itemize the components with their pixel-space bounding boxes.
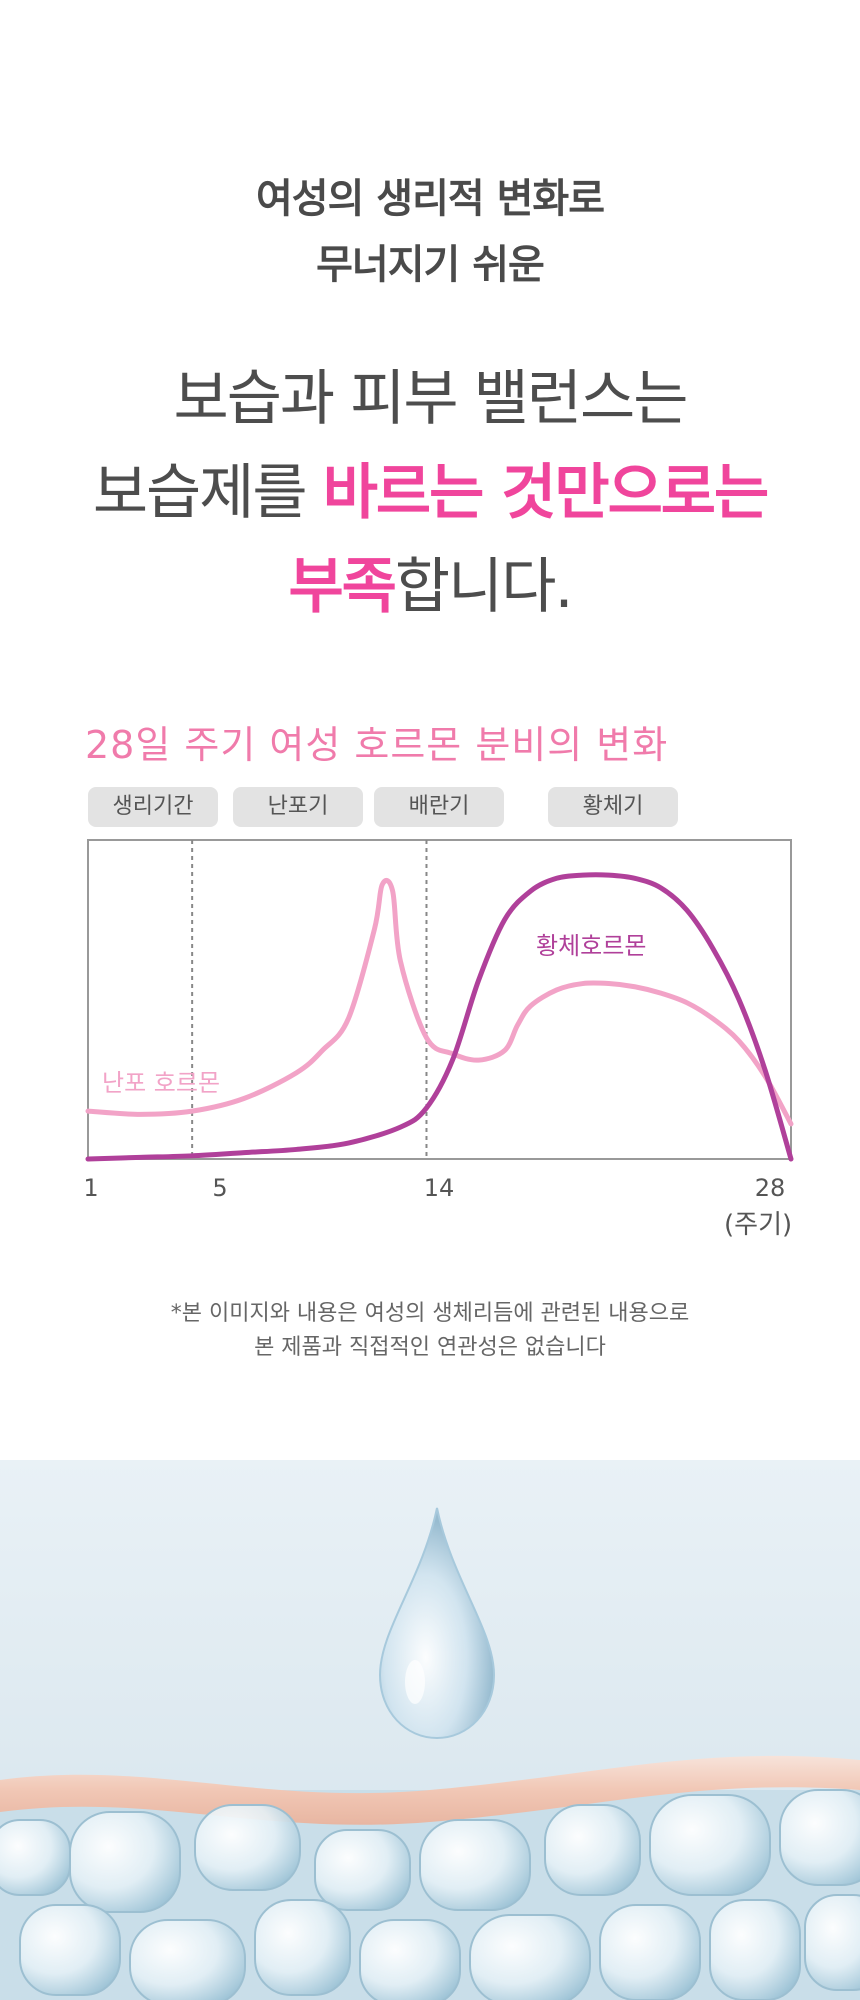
x-tick-1: 1 bbox=[83, 1174, 99, 1202]
phase-label-ovulation: 배란기 bbox=[374, 787, 504, 827]
water-drop-icon bbox=[378, 1507, 496, 1740]
plot-frame bbox=[87, 839, 792, 1160]
chart-title: 28일 주기 여성 호르몬 분비의 변화 bbox=[85, 723, 669, 767]
disclaimer-line-1: *본 이미지와 내용은 여성의 생체리듬에 관련된 내용으로 bbox=[170, 1301, 690, 1326]
disclaimer-line-2: 본 제품과 직접적인 연관성은 없습니다 bbox=[254, 1335, 606, 1360]
hormone-chart: 난포 호르몬 황체호르몬 bbox=[85, 839, 794, 1162]
disclaimer: *본 이미지와 내용은 여성의 생체리듬에 관련된 내용으로 본 제품과 직접적… bbox=[0, 1297, 860, 1365]
skin-cells-graphic bbox=[0, 1507, 860, 2000]
intro-line-1: 여성의 생리적 변화로 bbox=[255, 176, 605, 222]
x-axis-unit: (주기) bbox=[724, 1210, 793, 1240]
phase-label-menstruation: 생리기간 bbox=[88, 787, 218, 827]
headline-text-1: 보습과 피부 밸런스는 bbox=[173, 364, 689, 434]
estrogen-series-line bbox=[85, 878, 794, 1127]
progesterone-series-line bbox=[85, 872, 794, 1162]
series-label-estrogen: 난포 호르몬 bbox=[102, 1069, 220, 1097]
x-tick-28: 28 bbox=[754, 1174, 786, 1202]
phase-label-follicular: 난포기 bbox=[233, 787, 363, 827]
headline-line-1: 보습과 피부 밸런스는 bbox=[0, 352, 860, 446]
x-tick-5: 5 bbox=[212, 1174, 228, 1202]
headline-text-2: 보습제를 bbox=[92, 458, 323, 528]
skin-layer bbox=[0, 1755, 860, 1825]
headline: 보습과 피부 밸런스는 보습제를 바르는 것만으로는 부족합니다. bbox=[0, 352, 860, 634]
headline-emphasis-1: 바르는 것만으로는 bbox=[322, 458, 769, 528]
intro-text: 여성의 생리적 변화로 무너지기 쉬운 bbox=[0, 166, 860, 298]
headline-emphasis-2: 부족 bbox=[288, 552, 396, 622]
skin-moisture-illustration bbox=[0, 1460, 860, 2000]
series-label-progesterone: 황체호르몬 bbox=[536, 932, 646, 960]
headline-text-3: 합니다. bbox=[394, 552, 574, 622]
skin-cells bbox=[0, 1789, 860, 2000]
x-tick-14: 14 bbox=[423, 1174, 455, 1202]
headline-line-3: 부족합니다. bbox=[0, 540, 860, 634]
headline-line-2: 보습제를 바르는 것만으로는 bbox=[0, 446, 860, 540]
phase-label-luteal: 황체기 bbox=[548, 787, 678, 827]
intro-line-2: 무너지기 쉬운 bbox=[316, 242, 545, 288]
